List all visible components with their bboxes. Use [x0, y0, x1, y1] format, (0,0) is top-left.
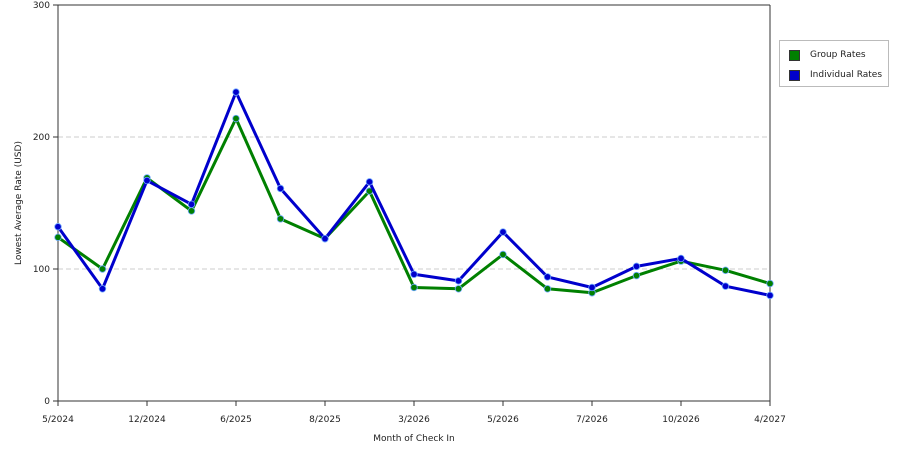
legend-label-group-rates: Group Rates	[810, 50, 866, 60]
data-point-individual-rates	[543, 273, 552, 281]
y-axis-title: Lowest Average Rate (USD)	[14, 141, 24, 265]
x-tick-label: 8/2025	[309, 415, 341, 425]
data-point-group-rates	[410, 283, 418, 292]
x-axis-title: Month of Check In	[373, 434, 455, 444]
data-point-individual-rates	[632, 262, 641, 271]
x-tick-label: 6/2025	[220, 415, 252, 425]
data-point-individual-rates	[321, 234, 329, 243]
data-point-individual-rates	[232, 88, 240, 96]
data-point-individual-rates	[410, 270, 418, 278]
data-point-group-rates	[98, 265, 107, 273]
y-tick-label: 100	[33, 265, 50, 275]
data-point-group-rates	[499, 250, 507, 259]
x-tick-label: 5/2024	[42, 415, 74, 425]
legend-label-individual-rates: Individual Rates	[810, 70, 883, 80]
legend-swatch-individual-rates	[789, 69, 800, 81]
data-point-individual-rates	[499, 228, 507, 236]
x-tick-label: 12/2024	[128, 415, 166, 425]
data-point-group-rates	[766, 279, 774, 288]
data-point-individual-rates	[588, 283, 596, 292]
series-layer	[54, 88, 774, 300]
grid-layer	[58, 136, 770, 270]
x-tick-label: 4/2027	[754, 415, 786, 425]
x-tick-label: 3/2026	[398, 415, 430, 425]
data-point-group-rates	[232, 114, 240, 123]
data-point-group-rates	[721, 266, 730, 275]
data-point-individual-rates	[98, 285, 107, 293]
x-tick-label: 5/2026	[487, 415, 519, 425]
axes-layer: 0 100 200 300 5/2024 12/2024 6/2025 8/2025 3/202…	[33, 1, 786, 425]
series-line-group-rates	[57, 117, 771, 295]
legend-item-individual-rates: Individual Rates	[789, 68, 882, 82]
y-tick-label: 0	[44, 397, 50, 407]
data-point-individual-rates	[276, 184, 285, 193]
data-point-group-rates	[632, 271, 641, 280]
y-tick-label: 300	[33, 1, 50, 11]
x-tick-label: 7/2026	[576, 415, 608, 425]
data-point-group-rates	[543, 285, 552, 293]
legend-item-group-rates: Group Rates	[789, 48, 866, 62]
data-point-individual-rates	[677, 254, 685, 263]
data-point-individual-rates	[54, 223, 62, 231]
data-point-individual-rates	[766, 291, 774, 300]
data-point-group-rates	[454, 285, 463, 293]
y-tick-label: 200	[33, 133, 50, 143]
data-point-individual-rates	[365, 178, 374, 186]
data-point-group-rates	[54, 233, 62, 242]
x-tick-label: 10/2026	[662, 415, 700, 425]
data-point-individual-rates	[187, 200, 196, 209]
legend: Group Rates Individual Rates	[779, 40, 889, 87]
data-point-individual-rates	[143, 176, 151, 185]
data-point-individual-rates	[721, 282, 730, 290]
data-point-group-rates	[276, 215, 285, 223]
series-line-individual-rates	[56, 90, 771, 297]
data-point-individual-rates	[454, 277, 463, 285]
data-point-group-rates	[187, 207, 196, 215]
legend-swatch-group-rates	[789, 49, 800, 61]
